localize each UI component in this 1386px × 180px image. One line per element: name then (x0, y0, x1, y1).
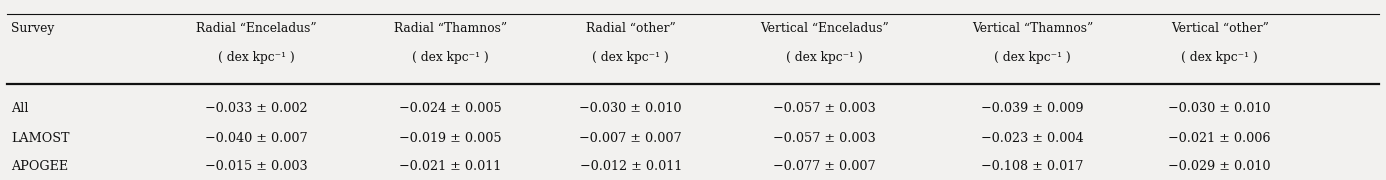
Text: −0.057 ± 0.003: −0.057 ± 0.003 (773, 102, 876, 115)
Text: −0.012 ± 0.011: −0.012 ± 0.011 (579, 160, 682, 173)
Text: −0.007 ± 0.007: −0.007 ± 0.007 (579, 132, 682, 145)
Text: −0.029 ± 0.010: −0.029 ± 0.010 (1168, 160, 1271, 173)
Text: −0.039 ± 0.009: −0.039 ± 0.009 (981, 102, 1084, 115)
Text: −0.023 ± 0.004: −0.023 ± 0.004 (981, 132, 1084, 145)
Text: Survey: Survey (11, 22, 54, 35)
Text: Radial “Thamnos”: Radial “Thamnos” (394, 22, 507, 35)
Text: Radial “other”: Radial “other” (586, 22, 675, 35)
Text: ( dex kpc⁻¹ ): ( dex kpc⁻¹ ) (218, 51, 295, 64)
Text: −0.033 ± 0.002: −0.033 ± 0.002 (205, 102, 308, 115)
Text: −0.030 ± 0.010: −0.030 ± 0.010 (1168, 102, 1271, 115)
Text: −0.024 ± 0.005: −0.024 ± 0.005 (399, 102, 502, 115)
Text: LAMOST: LAMOST (11, 132, 69, 145)
Text: ( dex kpc⁻¹ ): ( dex kpc⁻¹ ) (1181, 51, 1258, 64)
Text: −0.077 ± 0.007: −0.077 ± 0.007 (773, 160, 876, 173)
Text: −0.040 ± 0.007: −0.040 ± 0.007 (205, 132, 308, 145)
Text: ( dex kpc⁻¹ ): ( dex kpc⁻¹ ) (786, 51, 863, 64)
Text: Vertical “Enceladus”: Vertical “Enceladus” (761, 22, 888, 35)
Text: ( dex kpc⁻¹ ): ( dex kpc⁻¹ ) (994, 51, 1071, 64)
Text: Vertical “Thamnos”: Vertical “Thamnos” (972, 22, 1094, 35)
Text: Radial “Enceladus”: Radial “Enceladus” (195, 22, 317, 35)
Text: −0.015 ± 0.003: −0.015 ± 0.003 (205, 160, 308, 173)
Text: APOGEE: APOGEE (11, 160, 68, 173)
Text: ( dex kpc⁻¹ ): ( dex kpc⁻¹ ) (412, 51, 489, 64)
Text: −0.057 ± 0.003: −0.057 ± 0.003 (773, 132, 876, 145)
Text: −0.021 ± 0.006: −0.021 ± 0.006 (1168, 132, 1271, 145)
Text: −0.108 ± 0.017: −0.108 ± 0.017 (981, 160, 1084, 173)
Text: Vertical “other”: Vertical “other” (1171, 22, 1268, 35)
Text: −0.021 ± 0.011: −0.021 ± 0.011 (399, 160, 502, 173)
Text: −0.019 ± 0.005: −0.019 ± 0.005 (399, 132, 502, 145)
Text: −0.030 ± 0.010: −0.030 ± 0.010 (579, 102, 682, 115)
Text: All: All (11, 102, 29, 115)
Text: ( dex kpc⁻¹ ): ( dex kpc⁻¹ ) (592, 51, 669, 64)
